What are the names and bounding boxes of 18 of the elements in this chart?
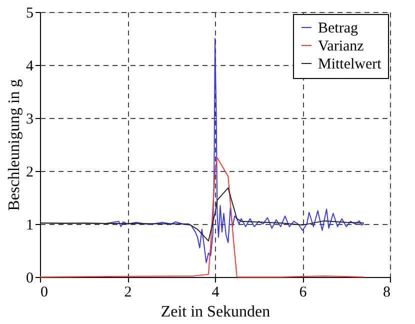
legend-label: Betrag — [318, 20, 358, 36]
x-tick-label: 2 — [124, 284, 132, 300]
x-tick-label: 4 — [212, 284, 220, 300]
x-tick-label: 8 — [383, 284, 390, 300]
y-tick-label: 1 — [26, 218, 34, 234]
legend-label: Varianz — [318, 38, 364, 54]
x-axis-title: Zeit in Sekunden — [160, 304, 270, 320]
y-tick-label: 5 — [26, 6, 34, 22]
y-tick-label: 4 — [26, 58, 34, 74]
y-axis-title: Beschleunigung in g — [6, 79, 23, 211]
x-tick-label: 0 — [40, 284, 48, 300]
line-series — [40, 187, 364, 242]
y-tick-label: 3 — [26, 112, 34, 128]
line-series — [40, 157, 364, 278]
y-tick-label: 0 — [26, 270, 34, 286]
y-tick-label: 2 — [26, 164, 34, 180]
legend-label: Mittelwert — [318, 56, 382, 72]
x-tick-label: 6 — [299, 284, 308, 300]
